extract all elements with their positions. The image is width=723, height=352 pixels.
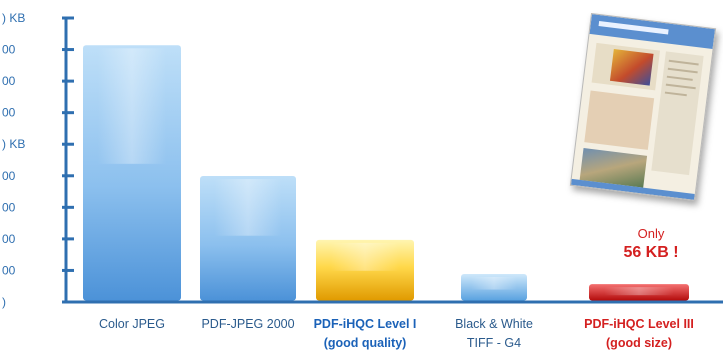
bar-shine — [330, 242, 400, 271]
category-sublabel: TIFF - G4 — [467, 336, 521, 350]
bar-shine — [470, 276, 518, 290]
annotation-only: Only — [637, 226, 665, 241]
bar-shine — [97, 48, 167, 164]
y-tick-label: 00 — [2, 169, 16, 183]
y-tick-label: ) — [2, 295, 6, 309]
y-tick-label: 00 — [2, 232, 16, 246]
category-label: Black & White — [455, 317, 533, 331]
y-tick-label: 00 — [2, 106, 16, 120]
bar-shine — [214, 179, 282, 236]
annotation-size: 56 KB ! — [623, 244, 679, 261]
y-tick-label: 00 — [2, 200, 16, 214]
bar-shine — [604, 287, 674, 296]
category-sublabel: (good quality) — [324, 336, 407, 350]
category-sublabel: (good size) — [606, 336, 672, 350]
category-label: Color JPEG — [99, 317, 165, 331]
newsletter-thumbnail — [569, 12, 717, 202]
y-tick-label: 00 — [2, 74, 16, 88]
y-tick-label: 00 — [2, 263, 16, 277]
y-tick-label: ) KB — [2, 11, 25, 25]
y-tick-label: 00 — [2, 43, 16, 57]
y-tick-label: ) KB — [2, 137, 25, 151]
category-label: PDF-iHQC Level III — [584, 317, 694, 331]
category-label: PDF-JPEG 2000 — [201, 317, 294, 331]
category-label: PDF-iHQC Level I — [314, 317, 417, 331]
